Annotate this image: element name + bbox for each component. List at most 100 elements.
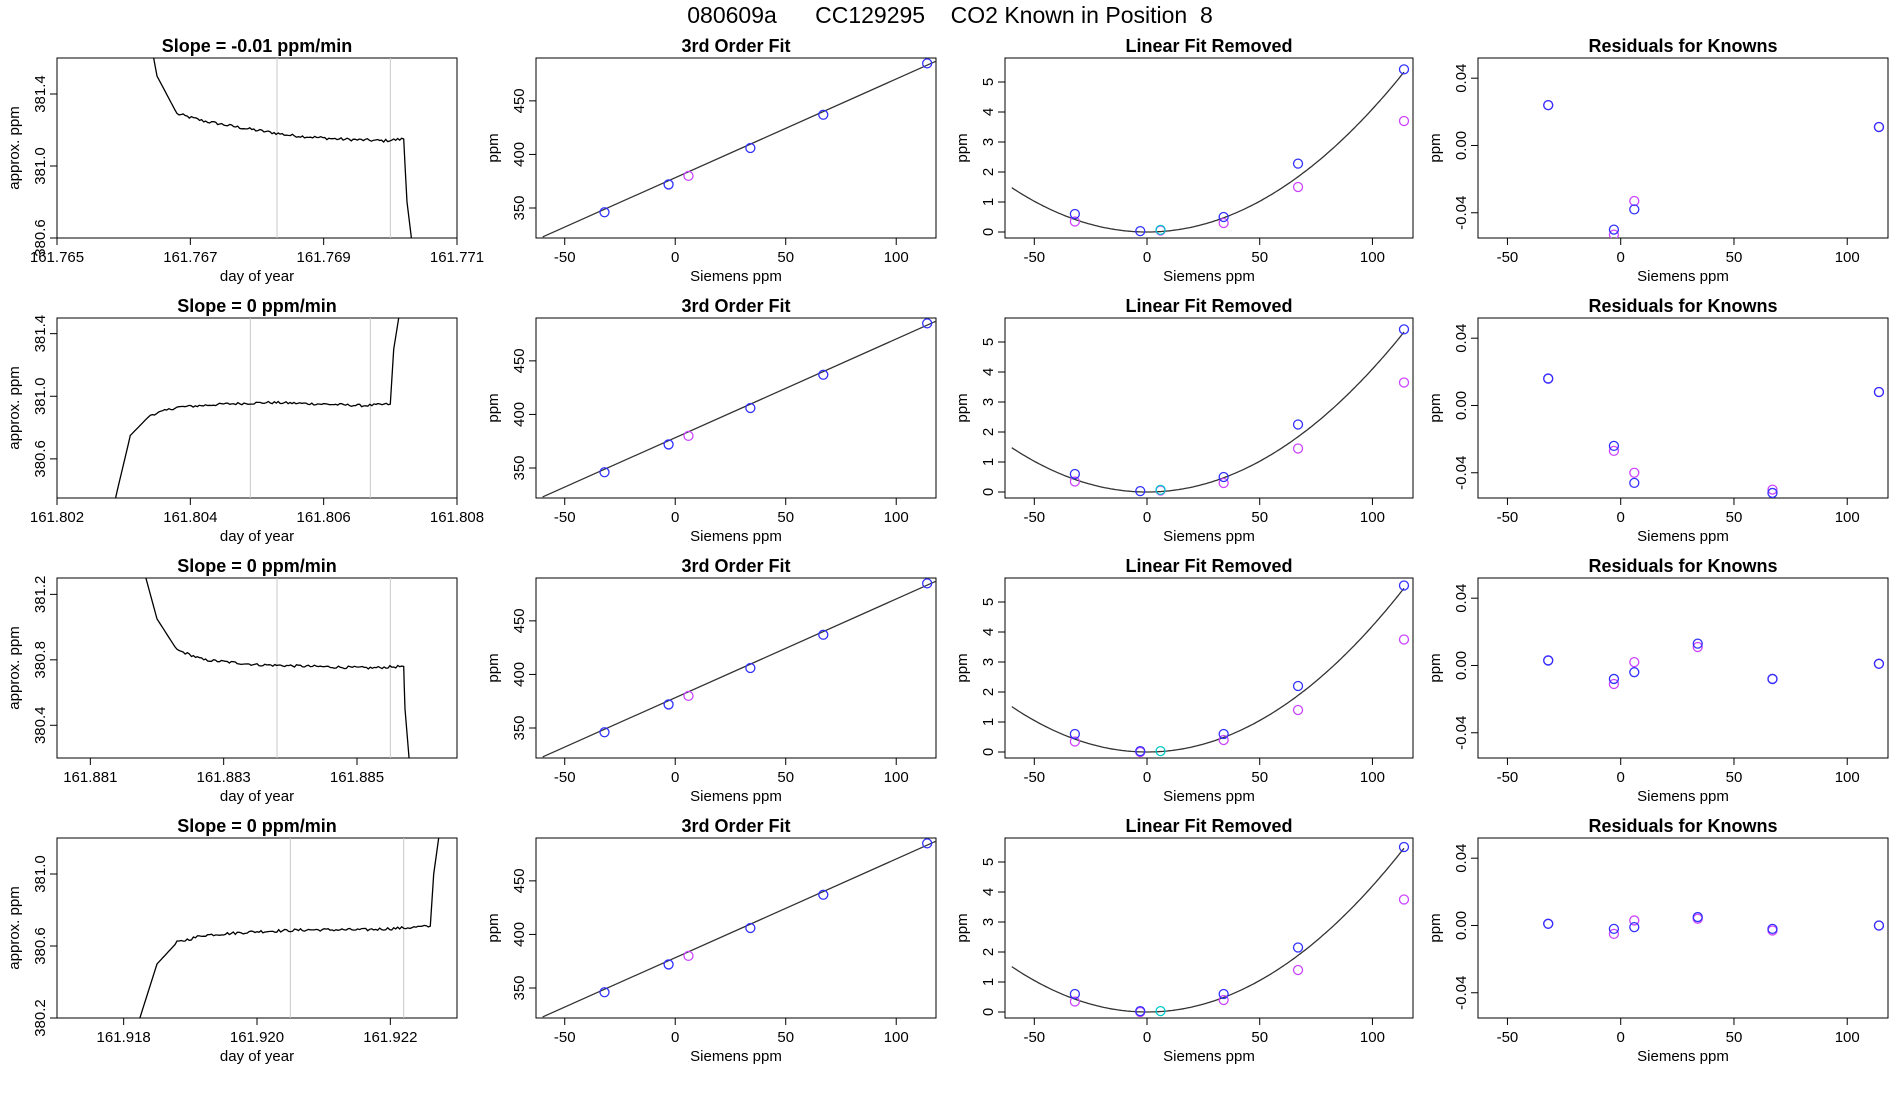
x-tick-label: -50	[1023, 249, 1045, 266]
y-tick-label: 1	[980, 978, 997, 986]
x-tick-label: -50	[554, 769, 576, 786]
x-tick-label: 0	[1143, 1029, 1151, 1046]
data-point-standard	[818, 889, 829, 900]
x-tick-label: 0	[1617, 509, 1625, 526]
y-axis-label: ppm	[1427, 133, 1444, 162]
panel-r2-fit: 3rd Order Fit -50 0 50 100 350 400 450 Siemens p…	[485, 296, 937, 545]
y-tick-label: 0	[980, 748, 997, 756]
x-tick-label: 50	[777, 509, 794, 526]
x-tick-label: 100	[884, 1029, 909, 1046]
y-axis-label: approx. ppm	[6, 106, 23, 189]
x-tick-label: 161.806	[297, 509, 351, 526]
data-point-alternate	[1398, 377, 1410, 388]
y-tick-label: 350	[511, 975, 528, 1000]
data-point-standard	[818, 369, 829, 380]
data-point-standard	[1135, 1005, 1146, 1017]
x-axis-label: Siemens ppm	[690, 788, 782, 805]
x-tick-label: 50	[1251, 769, 1268, 786]
data-point-standard	[1767, 487, 1778, 498]
y-tick-label: 400	[511, 142, 528, 167]
y-axis-label: ppm	[954, 913, 971, 942]
x-axis-label: Siemens ppm	[1163, 1048, 1255, 1065]
panel-r3-timeseries: Slope = 0 ppm/min 161.881 161.883 161.885 38…	[6, 556, 458, 805]
y-tick-label: -0.04	[1453, 456, 1470, 490]
plot-frame	[56, 57, 458, 239]
x-tick-label: 161.765	[30, 249, 84, 266]
panel-r3-residuals: Residuals for Knowns -50 0 50 100 -0.04 0.00 0.…	[1427, 556, 1889, 805]
plot-frame	[535, 317, 937, 499]
panel-r1-linear-removed: Linear Fit Removed -50 0 50 100 0 1 2 3 4 5 Siemens…	[954, 36, 1414, 285]
data-point-standard	[1608, 440, 1620, 452]
data-point-reference	[1155, 745, 1166, 757]
y-tick-label: 3	[980, 138, 997, 146]
data-point-reference	[1155, 1005, 1166, 1017]
data-point-alternate	[1398, 894, 1410, 905]
x-tick-label: 161.804	[163, 509, 217, 526]
y-tick-label: 2	[980, 428, 997, 436]
panel-title: Linear Fit Removed	[1125, 296, 1292, 316]
figure-title: 080609a CC129295 CO2 Known in Position 8	[687, 2, 1213, 28]
x-tick-label: 0	[1617, 249, 1625, 266]
x-axis-label: Siemens ppm	[1163, 268, 1255, 285]
data-point-alternate	[1608, 678, 1620, 690]
data-point-alternate	[1292, 704, 1304, 716]
panel-title: Slope = 0 ppm/min	[177, 556, 337, 576]
y-axis-label: ppm	[485, 913, 502, 942]
x-tick-label: 100	[1835, 249, 1860, 266]
panel-title: 3rd Order Fit	[681, 36, 790, 56]
data-point-standard	[922, 58, 933, 69]
y-tick-label: 381.4	[32, 75, 49, 113]
y-tick-label: 5	[980, 78, 997, 86]
data-point-standard	[1292, 680, 1304, 692]
panel-title: Residuals for Knowns	[1588, 816, 1777, 836]
data-point-standard	[922, 578, 933, 589]
data-point-alternate	[683, 170, 694, 182]
data-point-standard	[1543, 918, 1554, 929]
x-axis-label: Siemens ppm	[1637, 268, 1729, 285]
x-axis-label: day of year	[220, 1048, 294, 1065]
data-point-standard	[1629, 204, 1640, 215]
data-point-standard	[663, 699, 674, 710]
y-tick-label: 400	[511, 662, 528, 687]
y-tick-label: 350	[511, 715, 528, 740]
data-point-standard	[1767, 923, 1778, 934]
panel-r3-linear-removed: Linear Fit Removed -50 0 50 100 0 1 2 3 4 5 Siemens…	[954, 556, 1414, 805]
x-tick-label: -50	[554, 1029, 576, 1046]
x-tick-label: 50	[1726, 1029, 1743, 1046]
fit-line	[542, 580, 936, 758]
y-tick-label: 380.6	[32, 219, 49, 257]
data-point-standard	[1069, 988, 1081, 1000]
plot-frame	[1004, 317, 1414, 499]
panel-title: Slope = -0.01 ppm/min	[162, 36, 353, 56]
y-tick-label: -0.04	[1453, 716, 1470, 750]
y-tick-label: 381.0	[32, 377, 49, 415]
panel-title: Linear Fit Removed	[1125, 36, 1292, 56]
y-tick-label: 2	[980, 168, 997, 176]
data-point-standard	[1608, 224, 1620, 235]
data-point-standard	[599, 727, 610, 738]
x-tick-label: -50	[1023, 509, 1045, 526]
data-point-standard	[1398, 580, 1410, 591]
data-point-alternate	[1218, 217, 1229, 229]
data-point-alternate	[1218, 734, 1229, 746]
data-point-alternate	[1292, 443, 1304, 454]
x-tick-label: 50	[1251, 1029, 1268, 1046]
data-point-standard	[1218, 211, 1229, 223]
fit-line	[542, 60, 936, 238]
y-axis-label: ppm	[1427, 653, 1444, 682]
data-point-alternate	[1069, 736, 1081, 747]
y-tick-label: 4	[980, 888, 997, 896]
plot-frame	[1004, 577, 1414, 759]
x-tick-label: -50	[554, 509, 576, 526]
plot-area	[139, 838, 440, 1018]
data-point-standard	[1767, 673, 1778, 685]
data-point-standard	[1218, 471, 1229, 483]
x-tick-label: 161.802	[30, 509, 84, 526]
y-axis-label: ppm	[485, 133, 502, 162]
y-tick-label: 2	[980, 948, 997, 956]
panel-title: Residuals for Knowns	[1588, 556, 1777, 576]
data-point-standard	[1069, 468, 1081, 480]
y-tick-label: 0	[980, 488, 997, 496]
panel-title: Residuals for Knowns	[1588, 36, 1777, 56]
data-point-alternate	[1767, 484, 1778, 495]
